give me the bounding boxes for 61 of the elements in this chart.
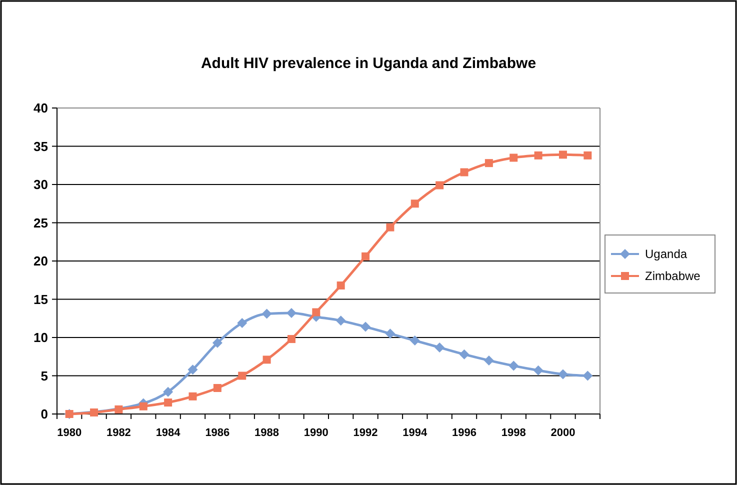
point bbox=[508, 360, 519, 371]
x-tick-label: 1986 bbox=[205, 427, 230, 439]
y-tick-label: 0 bbox=[40, 406, 48, 422]
point bbox=[213, 384, 222, 392]
point bbox=[510, 154, 518, 162]
point bbox=[336, 281, 345, 290]
point bbox=[558, 369, 568, 380]
y-tick-label: 40 bbox=[34, 100, 48, 116]
chart-title: Adult HIV prevalence in Uganda and Zimbabwe bbox=[200, 55, 536, 72]
point bbox=[584, 151, 592, 160]
x-tick-label: 1990 bbox=[304, 427, 328, 439]
x-tick-label: 1980 bbox=[57, 427, 82, 439]
point bbox=[188, 364, 198, 375]
point bbox=[238, 372, 246, 380]
x-tick-label: 1982 bbox=[106, 427, 131, 439]
x-tick-label: 1984 bbox=[156, 427, 182, 439]
legend-label: Uganda bbox=[645, 247, 688, 262]
x-tick-label: 1998 bbox=[501, 427, 526, 439]
point bbox=[436, 181, 444, 190]
point bbox=[262, 356, 271, 364]
point bbox=[262, 308, 272, 319]
point bbox=[410, 200, 419, 208]
point bbox=[312, 308, 320, 316]
point bbox=[212, 338, 222, 348]
point bbox=[362, 252, 370, 260]
point bbox=[237, 318, 248, 328]
point bbox=[385, 328, 396, 339]
x-tick-label: 1992 bbox=[353, 427, 378, 439]
x-tick-label: 1996 bbox=[452, 427, 476, 439]
point bbox=[484, 355, 494, 366]
point bbox=[484, 159, 493, 168]
point bbox=[114, 405, 123, 414]
point bbox=[164, 398, 172, 407]
point bbox=[163, 386, 174, 397]
point bbox=[533, 365, 544, 376]
point bbox=[534, 151, 542, 160]
y-tick-label: 35 bbox=[34, 138, 48, 154]
y-tick-label: 25 bbox=[34, 215, 48, 230]
y-tick-label: 30 bbox=[34, 177, 48, 192]
y-tick-label: 10 bbox=[34, 330, 48, 346]
point bbox=[139, 402, 148, 410]
point bbox=[582, 370, 593, 381]
point bbox=[410, 336, 420, 346]
point bbox=[459, 349, 470, 360]
point bbox=[286, 308, 296, 318]
point bbox=[90, 408, 98, 416]
point bbox=[558, 150, 567, 159]
point bbox=[460, 168, 468, 176]
point bbox=[360, 322, 371, 332]
x-tick-label: 2000 bbox=[550, 427, 576, 439]
point bbox=[188, 392, 197, 400]
point bbox=[287, 335, 296, 344]
y-tick-label: 15 bbox=[34, 292, 48, 307]
y-tick-label: 5 bbox=[40, 368, 48, 384]
x-tick-label: 1988 bbox=[254, 427, 280, 439]
y-tick-label: 20 bbox=[34, 254, 48, 269]
point bbox=[386, 223, 394, 232]
point bbox=[434, 342, 445, 352]
legend-label: Zimbabwe bbox=[645, 269, 701, 284]
point bbox=[336, 316, 346, 326]
x-tick-label: 1994 bbox=[402, 427, 428, 439]
